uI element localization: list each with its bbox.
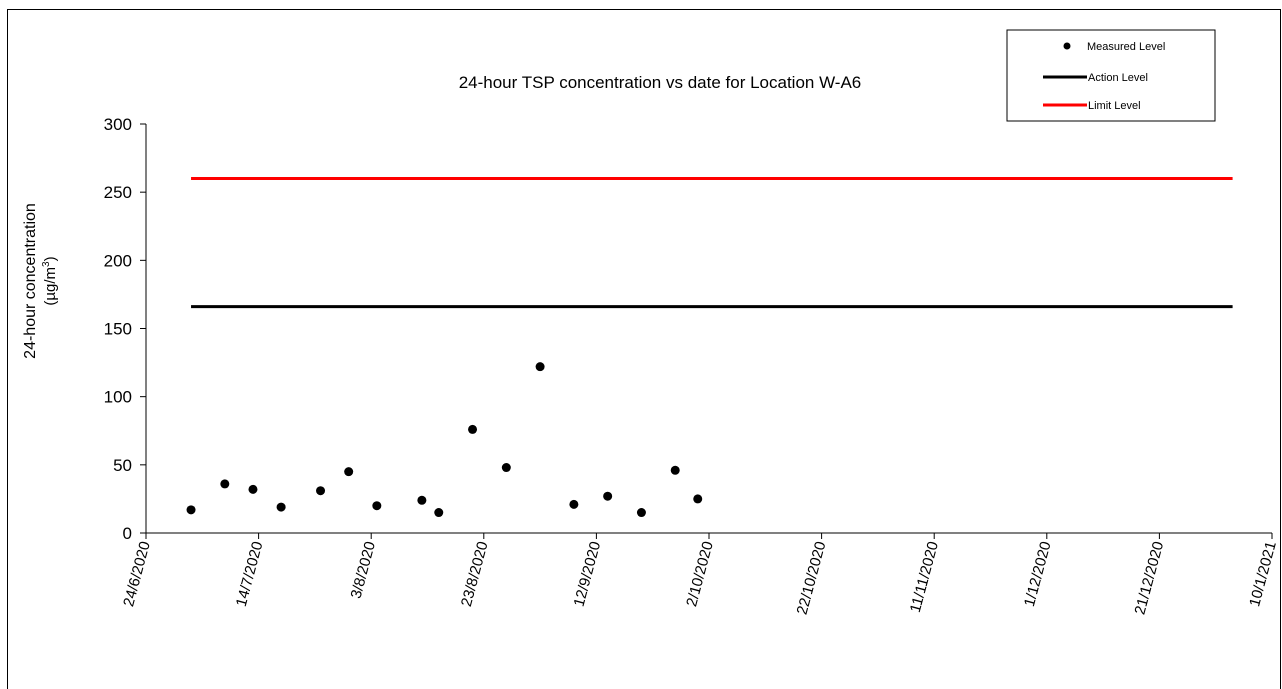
y-axis-label-unit-superscript: 3 — [41, 261, 52, 267]
y-tick-label: 100 — [104, 388, 132, 407]
y-axis: 0 50 100 150 200 250 300 — [104, 115, 147, 543]
measured-level-point — [186, 505, 196, 515]
x-tick-label: 24/6/2020 — [120, 540, 154, 609]
y-tick-label: 50 — [113, 456, 132, 475]
measured-level-point — [276, 502, 286, 512]
measured-level-point — [603, 491, 613, 501]
y-axis-label-unit-suffix: ) — [42, 256, 59, 261]
y-tick-label: 250 — [104, 183, 132, 202]
y-tick-label: 150 — [104, 320, 132, 339]
measured-level-point — [248, 484, 258, 494]
x-tick-label: 2/10/2020 — [683, 540, 717, 609]
measured-level-point — [468, 424, 478, 434]
y-axis-label-unit-prefix: (µg/m — [42, 267, 59, 306]
chart-title: 24-hour TSP concentration vs date for Lo… — [459, 73, 862, 92]
y-tick-label: 300 — [104, 115, 132, 134]
series-layer — [186, 177, 1233, 518]
y-axis-label: 24-hour concentration (µg/m3) — [22, 203, 59, 359]
legend-marker-measured — [1063, 42, 1071, 50]
measured-level-point — [569, 499, 579, 509]
measured-level-point — [636, 508, 646, 518]
measured-level-point — [316, 486, 326, 496]
x-axis: 24/6/2020 14/7/2020 3/8/2020 23/8/2020 12/9/… — [120, 532, 1280, 617]
y-tick-label: 0 — [123, 524, 132, 543]
chart-frame — [7, 9, 1281, 689]
measured-level-point — [344, 467, 354, 477]
measured-level-point — [670, 465, 680, 475]
measured-level-point — [535, 362, 545, 372]
chart: 24-hour TSP concentration vs date for Lo… — [22, 29, 1280, 617]
y-tick-label: 200 — [104, 251, 132, 270]
x-tick-label: 23/8/2020 — [458, 540, 492, 609]
x-tick-label: 14/7/2020 — [233, 540, 267, 609]
x-tick-label: 12/9/2020 — [571, 540, 605, 609]
x-tick-label: 22/10/2020 — [794, 540, 830, 617]
legend-label-action: Action Level — [1088, 72, 1148, 84]
legend: Measured Level Action Level Limit Level — [1006, 29, 1216, 122]
measured-level-point — [372, 501, 382, 511]
measured-level-point — [220, 479, 230, 489]
x-tick-label: 1/12/2020 — [1021, 540, 1055, 609]
measured-level-point — [417, 495, 427, 505]
measured-level-point — [434, 508, 444, 518]
x-tick-label: 11/11/2020 — [907, 540, 942, 615]
x-tick-label: 3/8/2020 — [348, 540, 380, 601]
y-axis-label-line2: (µg/m3) — [41, 256, 59, 305]
x-tick-label: 10/1/2021 — [1246, 540, 1280, 609]
y-axis-label-line1: 24-hour concentration — [22, 203, 39, 359]
measured-level-point — [693, 494, 703, 504]
measured-level-point — [501, 463, 511, 473]
legend-label-limit: Limit Level — [1088, 100, 1141, 112]
x-tick-label: 21/12/2020 — [1131, 540, 1167, 617]
legend-box — [1006, 29, 1216, 122]
legend-label-measured: Measured Level — [1087, 41, 1165, 53]
